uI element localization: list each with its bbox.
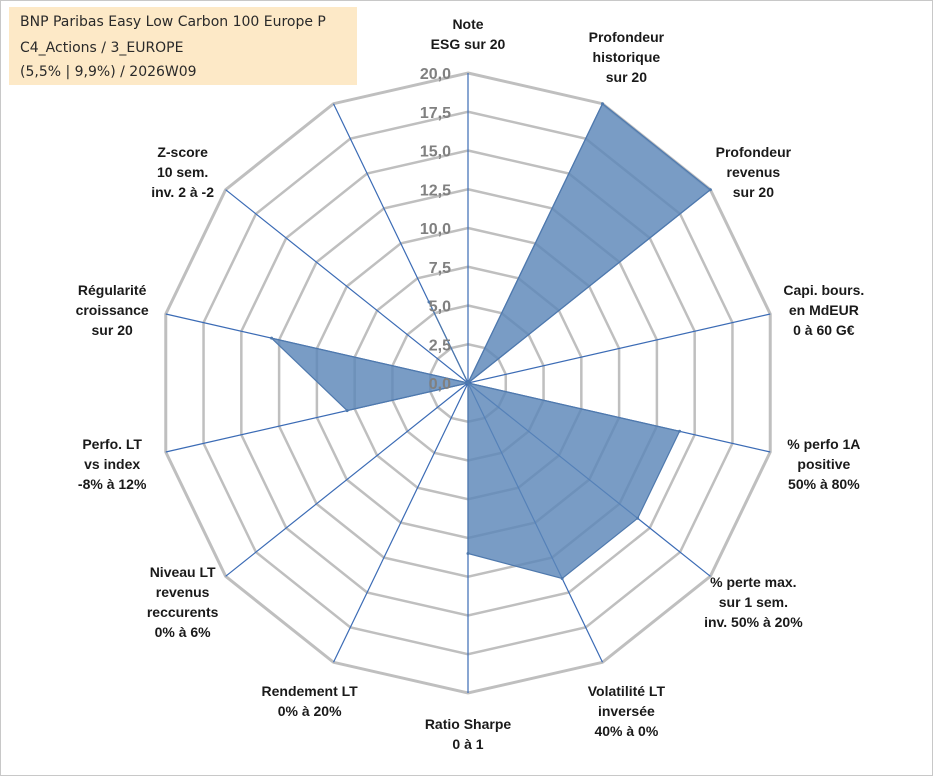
axis-label: Rendement LT	[262, 683, 359, 699]
axis-label: en MdEUR	[789, 302, 859, 318]
axis-label: 0% à 6%	[155, 624, 212, 640]
axis-label-group: Z-score 10 sem. inv. 2 à -2	[151, 144, 214, 200]
tick-label: 17,5	[420, 105, 451, 122]
fund-stats: (5,5% | 9,9%) / 2026W09	[20, 64, 197, 80]
axis-label: inversée	[598, 703, 655, 719]
series-point	[678, 429, 682, 433]
axis-label: 0 à 1	[452, 736, 483, 752]
axis-label: croissance	[76, 302, 149, 318]
tick-label: 20,0	[420, 66, 451, 83]
axis-label: historique	[593, 49, 661, 65]
tick-label: 10,0	[420, 221, 451, 238]
tick-label: 2,5	[429, 337, 451, 354]
axis-label-group: Régularité croissance sur 20	[76, 282, 149, 338]
axis-label-group: Rendement LT 0% à 20%	[262, 683, 359, 719]
axis-label: Niveau LT	[150, 564, 216, 580]
series-point	[270, 336, 274, 340]
axis-label-group: Perfo. LT vs index -8% à 12%	[78, 436, 147, 492]
axis-label-group: Profondeur revenus sur 20	[716, 144, 792, 200]
axis-label: vs index	[84, 456, 140, 472]
series-point	[636, 516, 640, 520]
series-point	[601, 102, 605, 106]
axis-label: 0 à 60 G€	[793, 322, 855, 338]
axis-label-group: % perte max. sur 1 sem. inv. 50% à 20%	[704, 574, 803, 630]
axis-label: 50% à 80%	[788, 476, 860, 492]
axis-label: ESG sur 20	[431, 36, 506, 52]
axis-label: % perfo 1A	[787, 436, 860, 452]
axis-label: sur 20	[733, 184, 774, 200]
axis-label: sur 1 sem.	[719, 594, 788, 610]
axis-label: Volatilité LT	[588, 683, 666, 699]
axis-label: % perte max.	[710, 574, 796, 590]
axis-label: Capi. bours.	[783, 282, 864, 298]
axis-label: Profondeur	[589, 29, 665, 45]
axis-label: Perfo. LT	[82, 436, 142, 452]
series-point	[708, 188, 712, 192]
tick-label: 5,0	[429, 299, 451, 316]
fund-name: BNP Paribas Easy Low Carbon 100 Europe P	[20, 14, 326, 30]
tick-label: 0,0	[429, 376, 451, 393]
fund-title-box: BNP Paribas Easy Low Carbon 100 Europe P…	[9, 7, 357, 85]
axis-spoke	[332, 382, 469, 663]
radial-tick-labels: 0,0 2,5 5,0 7,5 10,0 12,5 15,0 17,5 20,0	[420, 66, 451, 393]
axis-label: 0% à 20%	[278, 703, 342, 719]
series-point	[560, 577, 564, 581]
axis-label: reccurents	[147, 604, 219, 620]
radar-series	[269, 102, 712, 581]
fund-category: C4_Actions / 3_EUROPE	[20, 40, 184, 56]
axis-label: sur 20	[606, 69, 647, 85]
axis-label-group: Ratio Sharpe 0 à 1	[425, 716, 512, 752]
axis-label: Régularité	[78, 282, 147, 298]
axis-label-group: Note ESG sur 20	[431, 16, 506, 52]
axis-spoke	[225, 189, 469, 384]
axis-label: 40% à 0%	[594, 723, 658, 739]
axis-label: 10 sem.	[157, 164, 208, 180]
axis-label: inv. 2 à -2	[151, 184, 214, 200]
series-point	[466, 381, 470, 385]
axis-label-group: Capi. bours. en MdEUR 0 à 60 G€	[783, 282, 864, 338]
axis-label: Z-score	[157, 144, 208, 160]
axis-label: Profondeur	[716, 144, 792, 160]
series-area	[269, 102, 712, 580]
axis-label: inv. 50% à 20%	[704, 614, 803, 630]
series-point	[345, 409, 349, 413]
axis-label: revenus	[156, 584, 210, 600]
axis-label: revenus	[727, 164, 781, 180]
axis-label-group: Niveau LT revenus reccurents 0% à 6%	[147, 564, 219, 640]
axis-spoke	[467, 313, 771, 384]
axis-label-group: Profondeur historique sur 20	[589, 29, 665, 85]
axis-label: Note	[452, 16, 483, 32]
tick-label: 12,5	[420, 182, 451, 199]
axis-label: Ratio Sharpe	[425, 716, 512, 732]
axis-label: sur 20	[92, 322, 133, 338]
series-point	[427, 300, 431, 304]
axis-label: -8% à 12%	[78, 476, 147, 492]
axis-label-group: Volatilité LT inversée 40% à 0%	[588, 683, 666, 739]
series-point	[466, 552, 470, 555]
axis-label: positive	[797, 456, 850, 472]
tick-label: 15,0	[420, 144, 451, 161]
tick-label: 7,5	[429, 260, 451, 277]
axis-spoke	[225, 382, 469, 577]
axis-label-group: % perfo 1A positive 50% à 80%	[787, 436, 860, 492]
